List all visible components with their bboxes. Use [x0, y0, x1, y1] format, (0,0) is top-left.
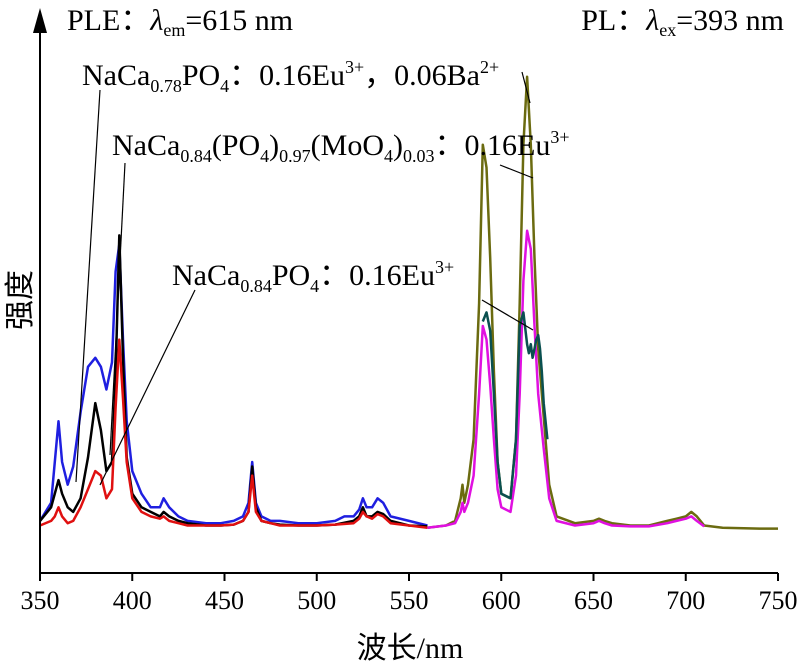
x-tick-label: 700: [666, 586, 705, 615]
annotation-ba-codoped: NaCa0.78PO4：0.16Eu3+，0.06Ba2+: [82, 57, 499, 96]
x-axis: 350 400 450 500 550 600 650 700 750: [21, 572, 798, 615]
header-left-text: PLE：λem=615 nm: [67, 4, 293, 40]
header-right-text: PL：λex=393 nm: [581, 4, 784, 40]
series-line-4: [427, 229, 705, 529]
header-left: PLE：λem=615 nm: [67, 4, 293, 40]
series-line-0: [38, 243, 428, 527]
x-axis-title: 波长/nm: [357, 632, 464, 665]
x-tick-label: 650: [574, 586, 613, 615]
series-line-5: [481, 311, 549, 500]
annotations: NaCa0.78PO4：0.16Eu3+，0.06Ba2+ NaCa0.84(P…: [75, 57, 569, 486]
x-tick-label: 550: [390, 586, 429, 615]
x-tick-label: 750: [759, 586, 798, 615]
x-ticks: 350 400 450 500 550 600 650 700 750: [21, 573, 798, 615]
x-tick-label: 600: [482, 586, 521, 615]
annotation-undoped: NaCa0.84PO4：0.16Eu3+: [172, 257, 454, 296]
x-tick-label: 350: [21, 586, 60, 615]
x-tick-label: 500: [297, 586, 336, 615]
y-axis-arrow-icon: [33, 8, 47, 33]
leader-line-moo4-ple: [109, 162, 126, 456]
series-layer: [38, 75, 778, 530]
header-right: PL：λex=393 nm: [581, 4, 784, 40]
series-line-1: [39, 234, 428, 528]
y-axis: [33, 8, 47, 573]
leader-line-undoped-ple: [99, 289, 196, 486]
leader-line-moo4-pl: [499, 164, 534, 179]
x-tick-label: 400: [113, 586, 152, 615]
annotation-moo4-codoped: NaCa0.84(PO4)0.97(MoO4)0.03：0.16Eu3+: [112, 127, 569, 166]
leader-line-ba-ple: [75, 89, 101, 483]
x-tick-label: 450: [205, 586, 244, 615]
leader-line-ba-pl: [521, 71, 531, 104]
y-axis-title: 强度: [4, 270, 37, 330]
leader-line-undoped-pl: [481, 299, 534, 331]
series-line-3: [427, 75, 778, 530]
series-line-2: [39, 338, 428, 529]
